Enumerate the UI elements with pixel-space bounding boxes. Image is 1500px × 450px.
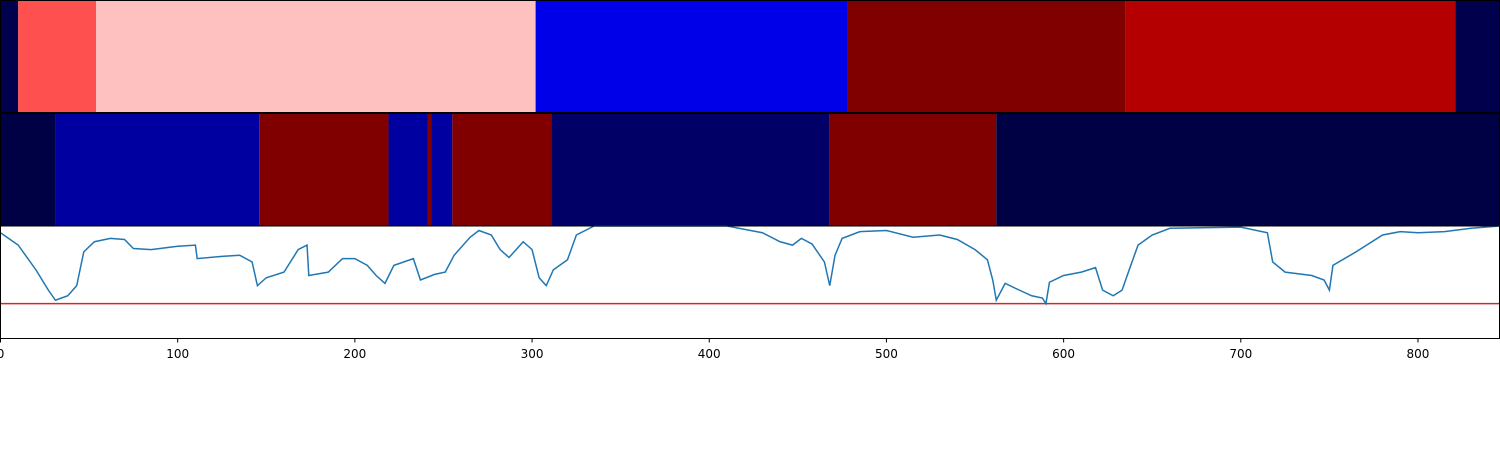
x-tick-label: 700 xyxy=(1229,347,1252,361)
segment xyxy=(829,113,997,226)
segment xyxy=(0,0,19,113)
panel-frame xyxy=(0,225,1500,339)
x-tick-label: 500 xyxy=(875,347,898,361)
segment xyxy=(1125,0,1456,113)
segment xyxy=(0,113,56,226)
segment xyxy=(847,0,1126,113)
segment xyxy=(452,113,552,226)
x-tick-label: 100 xyxy=(166,347,189,361)
x-tick-label: 200 xyxy=(343,347,366,361)
x-tick-label: 0 xyxy=(0,347,4,361)
segment xyxy=(427,113,432,226)
segment xyxy=(18,0,97,113)
x-tick-label: 800 xyxy=(1407,347,1430,361)
segment xyxy=(535,0,848,113)
x-tick-label: 600 xyxy=(1052,347,1075,361)
x-tick-label: 400 xyxy=(698,347,721,361)
segment xyxy=(1455,0,1500,113)
segment xyxy=(431,113,453,226)
segment xyxy=(259,113,389,226)
segment xyxy=(388,113,428,226)
segment xyxy=(96,0,536,113)
data-line xyxy=(0,225,1500,306)
segment xyxy=(55,113,260,226)
x-tick-label: 300 xyxy=(521,347,544,361)
segment xyxy=(996,113,1500,226)
segment xyxy=(551,113,830,226)
